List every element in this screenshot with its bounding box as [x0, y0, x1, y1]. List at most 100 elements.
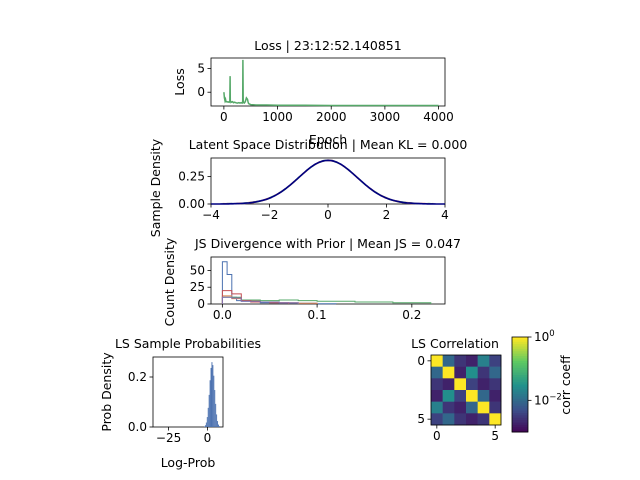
- y-tick-label: 0.0: [128, 420, 147, 434]
- colorbar-segment: [512, 348, 528, 352]
- corr-cell: [442, 378, 455, 391]
- sample-prob-panel: −25 0 0.0 0.2 LS Sample Probabilities Prob …: [99, 336, 261, 470]
- corr-cell: [489, 390, 502, 402]
- x-tick-label: 4000: [423, 110, 454, 124]
- colorbar-segment: [512, 379, 528, 383]
- colorbar-segment: [512, 403, 528, 407]
- colorbar-segment: [512, 372, 528, 376]
- corr-cell: [477, 355, 490, 367]
- y-tick-label: 0.25: [178, 170, 205, 184]
- corr-cell: [466, 355, 478, 367]
- colorbar-segment: [512, 420, 528, 423]
- prob-bar: [209, 380, 211, 427]
- js-histogram-step: [221, 296, 432, 304]
- js-histogram-step: [221, 290, 290, 304]
- corr-cell: [454, 390, 467, 402]
- corr-axes-frame: [430, 354, 502, 426]
- x-tick-label: 0.2: [402, 308, 421, 322]
- corr-cell: [477, 390, 490, 402]
- colorbar-segment: [512, 415, 528, 419]
- x-tick-label: 5: [491, 429, 499, 443]
- colorbar-segment: [512, 353, 528, 357]
- colorbar-segment: [512, 382, 528, 385]
- prob-bar: [205, 422, 207, 427]
- sample-prob-title: LS Sample Probabilities: [115, 336, 261, 351]
- corr-cell: [431, 366, 443, 379]
- prob-bar: [211, 362, 213, 427]
- js-panel: 0.0 0.1 0.2 0 25 50 JS Divergence with Prior …: [162, 236, 461, 326]
- prob-bar: [208, 394, 210, 427]
- y-tick-label: 5: [417, 412, 425, 426]
- x-tick-label: 0: [220, 110, 228, 124]
- colorbar-segment: [512, 398, 528, 402]
- prob-bar: [214, 390, 216, 427]
- colorbar-segment: [512, 337, 528, 340]
- colorbar-segment: [512, 396, 528, 400]
- latent-sample-curve: [222, 159, 434, 205]
- colorbar-tick-label: 100: [534, 329, 555, 344]
- x-tick-label: 0: [324, 208, 332, 222]
- corr-cell: [442, 413, 455, 426]
- colorbar-segment: [512, 405, 528, 409]
- loss-title: Loss | 23:12:52.140851: [254, 38, 401, 53]
- prob-bar: [204, 425, 206, 427]
- colorbar-segment: [512, 386, 528, 390]
- x-tick-label: −25: [156, 431, 181, 445]
- prob-bar: [216, 414, 218, 427]
- prob-bar: [213, 375, 215, 427]
- x-tick-label: 0: [204, 431, 212, 445]
- colorbar-segment: [512, 377, 528, 381]
- corr-cell: [442, 366, 455, 379]
- x-tick-label: 4: [441, 208, 449, 222]
- js-histogram-step: [221, 296, 299, 304]
- corr-cell: [431, 355, 443, 367]
- colorbar-segment: [512, 424, 528, 428]
- colorbar-segment: [512, 346, 528, 350]
- y-tick-label: 5: [197, 61, 205, 75]
- prob-bar: [210, 367, 212, 427]
- corr-cell: [466, 378, 478, 391]
- latent-sample-curve: [222, 160, 434, 205]
- corr-cell: [454, 401, 467, 414]
- js-ylabel: Count Density: [162, 237, 177, 326]
- colorbar-segment: [512, 365, 528, 369]
- corr-cell: [431, 378, 443, 391]
- y-tick-label: 0: [417, 354, 425, 368]
- latent-sample-curve: [222, 159, 434, 205]
- y-tick-label: 0.2: [128, 370, 147, 384]
- colorbar-segment: [512, 417, 528, 421]
- colorbar-segment: [512, 427, 528, 431]
- colorbar-label: corr coeff: [558, 355, 573, 415]
- latent-ylabel: Sample Density: [148, 138, 163, 237]
- prob-bar: [212, 365, 214, 427]
- corr-cell: [454, 378, 467, 391]
- x-tick-label: 3000: [370, 110, 401, 124]
- colorbar-tick-label: 10−2: [534, 392, 562, 407]
- colorbar-segment: [512, 341, 528, 345]
- corr-cell: [466, 366, 478, 379]
- colorbar-segment: [512, 367, 528, 371]
- x-tick-label: −4: [202, 208, 220, 222]
- loss-ylabel: Loss: [172, 68, 187, 95]
- latent-prior-curve: [211, 159, 445, 205]
- colorbar-segment: [512, 370, 528, 374]
- x-tick-label: 1000: [262, 110, 293, 124]
- y-tick-label: 0: [197, 85, 205, 99]
- loss-line: [223, 59, 439, 107]
- sample-prob-ylabel: Prob Density: [99, 352, 114, 432]
- x-tick-label: 2000: [316, 110, 347, 124]
- latent-title: Latent Space Distribution | Mean KL = 0.…: [189, 137, 468, 152]
- prob-bar: [215, 403, 217, 427]
- colorbar-segment: [512, 375, 528, 378]
- corr-cell: [442, 401, 455, 414]
- sample-prob-xlabel: Log-Prob: [161, 455, 216, 470]
- colorbar-segment: [512, 391, 528, 395]
- x-tick-label: 0.0: [213, 308, 232, 322]
- corr-cell: [442, 390, 455, 402]
- colorbar-segment: [512, 356, 528, 359]
- js-axes-frame: [210, 256, 446, 305]
- colorbar-segment: [512, 401, 528, 404]
- latent-panel: −4 −2 0 2 4 0.00 0.25 Latent Space Distributio…: [148, 137, 467, 237]
